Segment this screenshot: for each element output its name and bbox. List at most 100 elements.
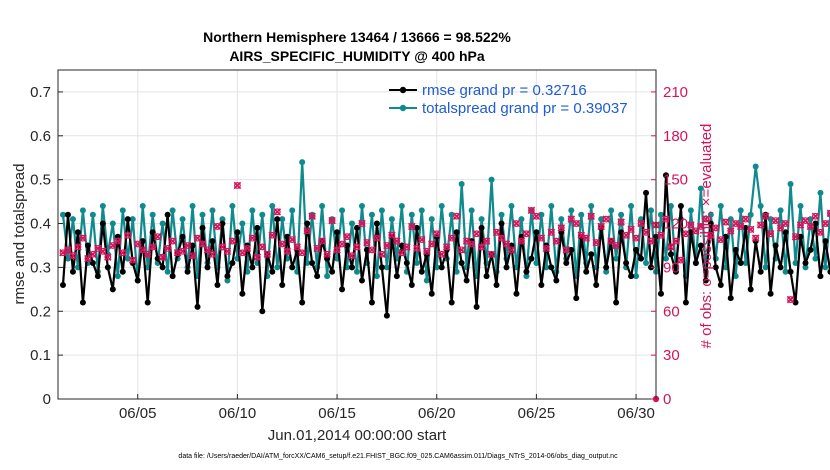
series-point: [583, 268, 590, 275]
series-point: [438, 264, 445, 271]
obs-evaluated-point: [457, 246, 466, 254]
obs-evaluated-point: [323, 250, 331, 259]
obs-evaluated-point: [527, 206, 536, 215]
obs-possible-point: [273, 208, 281, 216]
series-point: [493, 281, 500, 288]
series-point: [418, 207, 425, 214]
obs-possible-point: [702, 215, 710, 223]
obs-possible-point: [552, 237, 560, 245]
obs-possible-point: [697, 223, 705, 230]
obs-possible-point: [562, 246, 570, 254]
obs-evaluated-point: [427, 240, 436, 248]
series-point: [603, 264, 610, 271]
series-point: [807, 216, 814, 223]
obs-evaluated-point: [418, 235, 426, 244]
series-point: [498, 211, 505, 218]
obs-possible-point: [129, 256, 137, 264]
series-point: [349, 220, 356, 227]
series-point: [79, 299, 86, 306]
series-point: [289, 264, 296, 271]
series-point: [279, 216, 286, 223]
y-right-tick-label: 180: [663, 128, 688, 145]
obs-possible-point: [333, 246, 341, 254]
series-point: [219, 220, 226, 227]
obs-evaluated-point: [702, 215, 710, 223]
obs-evaluated-point: [143, 250, 152, 259]
obs-evaluated-point: [557, 224, 566, 232]
obs-evaluated-point: [612, 241, 620, 250]
obs-evaluated-point: [119, 249, 127, 257]
series-point: [239, 290, 246, 297]
series-point: [802, 260, 809, 267]
series-point: [388, 216, 395, 223]
series-point: [423, 277, 430, 284]
obs-possible-point: [602, 215, 610, 223]
obs-possible-point: [513, 220, 520, 227]
series-point: [209, 207, 216, 214]
series-point: [618, 229, 625, 236]
obs-evaluated-point: [497, 234, 506, 242]
obs-possible-point: [258, 243, 266, 251]
y-right-tick-label: 210: [663, 84, 688, 101]
obs-evaluated-point: [766, 230, 775, 238]
obs-possible-point: [687, 221, 695, 229]
series-point: [289, 207, 296, 214]
obs-possible-point: [149, 243, 157, 251]
series-point: [363, 246, 370, 253]
obs-evaluated-point: [731, 219, 740, 228]
obs-evaluated-point: [582, 234, 590, 242]
obs-possible-point: [318, 237, 326, 245]
y-tick-label: 0.5: [30, 172, 51, 189]
series-point: [219, 216, 226, 223]
y-right-tick-label: 60: [663, 303, 680, 320]
legend-marker-spread: [399, 104, 407, 112]
series-point: [378, 207, 385, 214]
series-point: [239, 220, 246, 227]
obs-evaluated-point: [363, 238, 371, 247]
series-point: [59, 281, 66, 288]
series-point: [154, 255, 161, 262]
series-point: [568, 246, 575, 253]
series-point: [249, 264, 256, 271]
obs-evaluated-point: [223, 247, 232, 256]
obs-evaluated-point: [816, 228, 825, 237]
obs-possible-point: [607, 237, 615, 245]
chart-title: Northern Hemisphere 13464 / 13666 = 98.5…: [203, 29, 511, 45]
series-point: [64, 255, 71, 262]
series-point: [787, 268, 794, 275]
obs-evaluated-point: [173, 249, 182, 257]
obs-evaluated-point: [657, 231, 665, 239]
series-point: [508, 202, 515, 209]
series-point: [159, 264, 166, 271]
obs-possible-point: [717, 236, 725, 244]
obs-evaluated-point: [293, 243, 301, 251]
series-point: [563, 260, 570, 267]
obs-evaluated-point: [353, 243, 361, 251]
obs-evaluated-point: [198, 240, 207, 248]
series-point: [777, 264, 784, 271]
obs-evaluated-point: [338, 240, 346, 248]
obs-evaluated-point: [602, 215, 610, 223]
series-point: [393, 273, 400, 280]
obs-evaluated-point: [333, 246, 341, 254]
series-point: [677, 202, 684, 209]
obs-possible-point: [293, 243, 301, 251]
obs-possible-point: [144, 250, 152, 258]
obs-possible-point: [323, 250, 331, 258]
series-point: [717, 202, 724, 209]
obs-evaluated-point: [308, 212, 316, 220]
series-point: [727, 295, 734, 302]
x-axis: 06/05 06/10 06/15 06/20 06/25 06/30: [119, 394, 655, 422]
series-point: [468, 207, 475, 214]
obs-possible-point: [283, 247, 291, 255]
obs-possible-point: [224, 247, 231, 255]
series-point: [209, 238, 216, 245]
obs-possible-point: [757, 221, 765, 229]
series-point: [797, 202, 804, 209]
series-point: [358, 277, 365, 284]
obs-possible-point: [69, 252, 77, 260]
obs-evaluated-point: [587, 212, 595, 220]
obs-possible-point: [298, 249, 306, 257]
obs-evaluated-point: [682, 230, 690, 238]
series-point: [757, 268, 764, 275]
